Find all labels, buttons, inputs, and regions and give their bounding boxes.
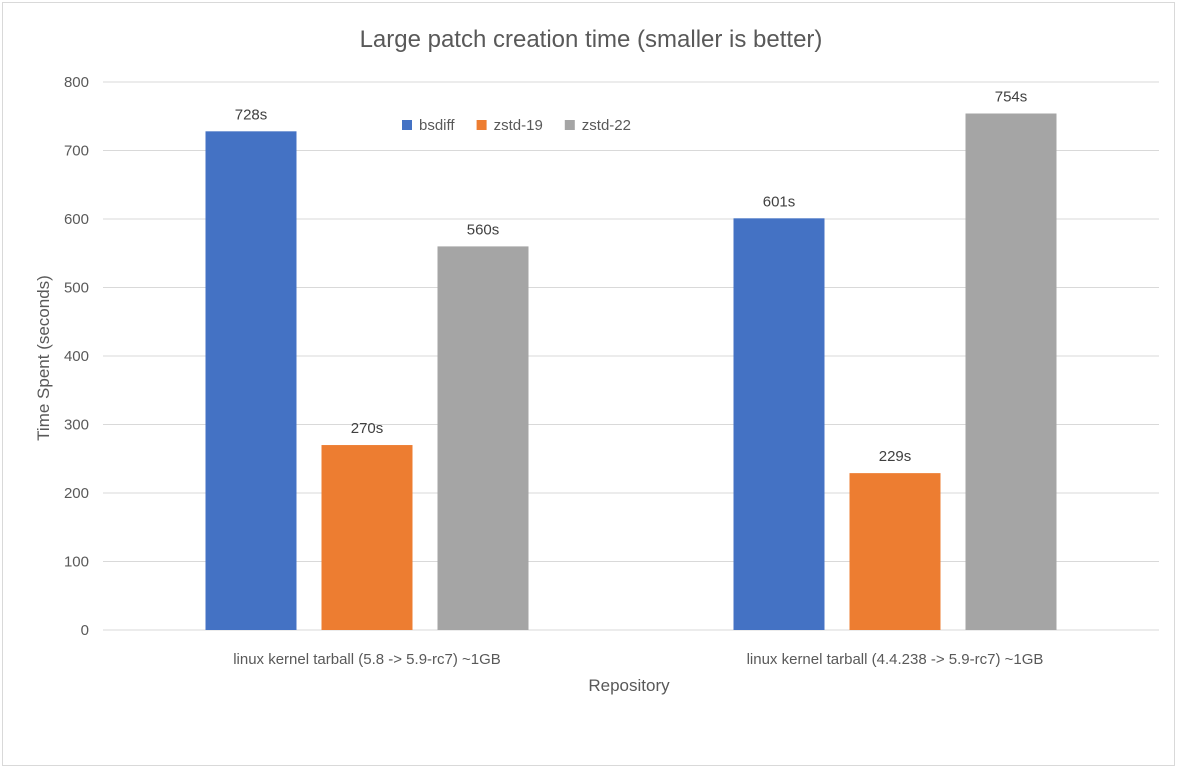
legend-label-zstd-22: zstd-22 — [582, 117, 631, 134]
x-category-label: linux kernel tarball (4.4.238 -> 5.9-rc7… — [747, 651, 1044, 668]
legend-label-zstd-19: zstd-19 — [494, 117, 543, 134]
bar-zstd-22-2 — [965, 113, 1057, 630]
y-tick-label: 800 — [64, 74, 89, 91]
data-label: 754s — [995, 89, 1028, 106]
legend: bsdiff zstd-19 zstd-22 — [402, 117, 631, 134]
y-tick-label: 300 — [64, 417, 89, 434]
y-tick-label: 400 — [64, 348, 89, 365]
data-label: 601s — [763, 193, 796, 210]
y-tick-label: 0 — [81, 622, 89, 639]
y-tick-label: 500 — [64, 280, 89, 297]
y-tick-label: 600 — [64, 211, 89, 228]
legend-swatch-bsdiff — [402, 120, 412, 130]
data-label: 560s — [467, 221, 500, 238]
legend-swatch-zstd-22 — [564, 120, 575, 130]
bar-bsdiff-1 — [205, 131, 297, 630]
y-tick-label: 200 — [64, 485, 89, 502]
legend-label-bsdiff: bsdiff — [419, 117, 455, 134]
bar-zstd-19-2 — [849, 473, 941, 630]
legend-swatch-zstd-19 — [476, 120, 487, 130]
data-label: 229s — [879, 448, 912, 465]
bar-chart: Large patch creation time (smaller is be… — [34, 26, 1159, 695]
y-axis-ticks: 0 100 200 300 400 500 600 700 800 — [64, 74, 89, 639]
bar-bsdiff-2 — [733, 218, 825, 630]
x-category-label: linux kernel tarball (5.8 -> 5.9-rc7) ~1… — [233, 651, 501, 668]
x-axis-title: Repository — [588, 676, 670, 695]
data-label: 728s — [235, 106, 268, 123]
bar-zstd-22-1 — [437, 246, 529, 630]
bar-zstd-19-1 — [321, 445, 413, 630]
chart-title: Large patch creation time (smaller is be… — [360, 26, 823, 53]
bars — [205, 113, 1057, 630]
data-label: 270s — [351, 420, 384, 437]
y-tick-label: 700 — [64, 143, 89, 160]
x-axis-categories: linux kernel tarball (5.8 -> 5.9-rc7) ~1… — [233, 651, 1043, 668]
y-tick-label: 100 — [64, 554, 89, 571]
data-labels: 728s 270s 560s 601s 229s 754s — [235, 89, 1028, 466]
y-axis-title: Time Spent (seconds) — [34, 275, 53, 441]
